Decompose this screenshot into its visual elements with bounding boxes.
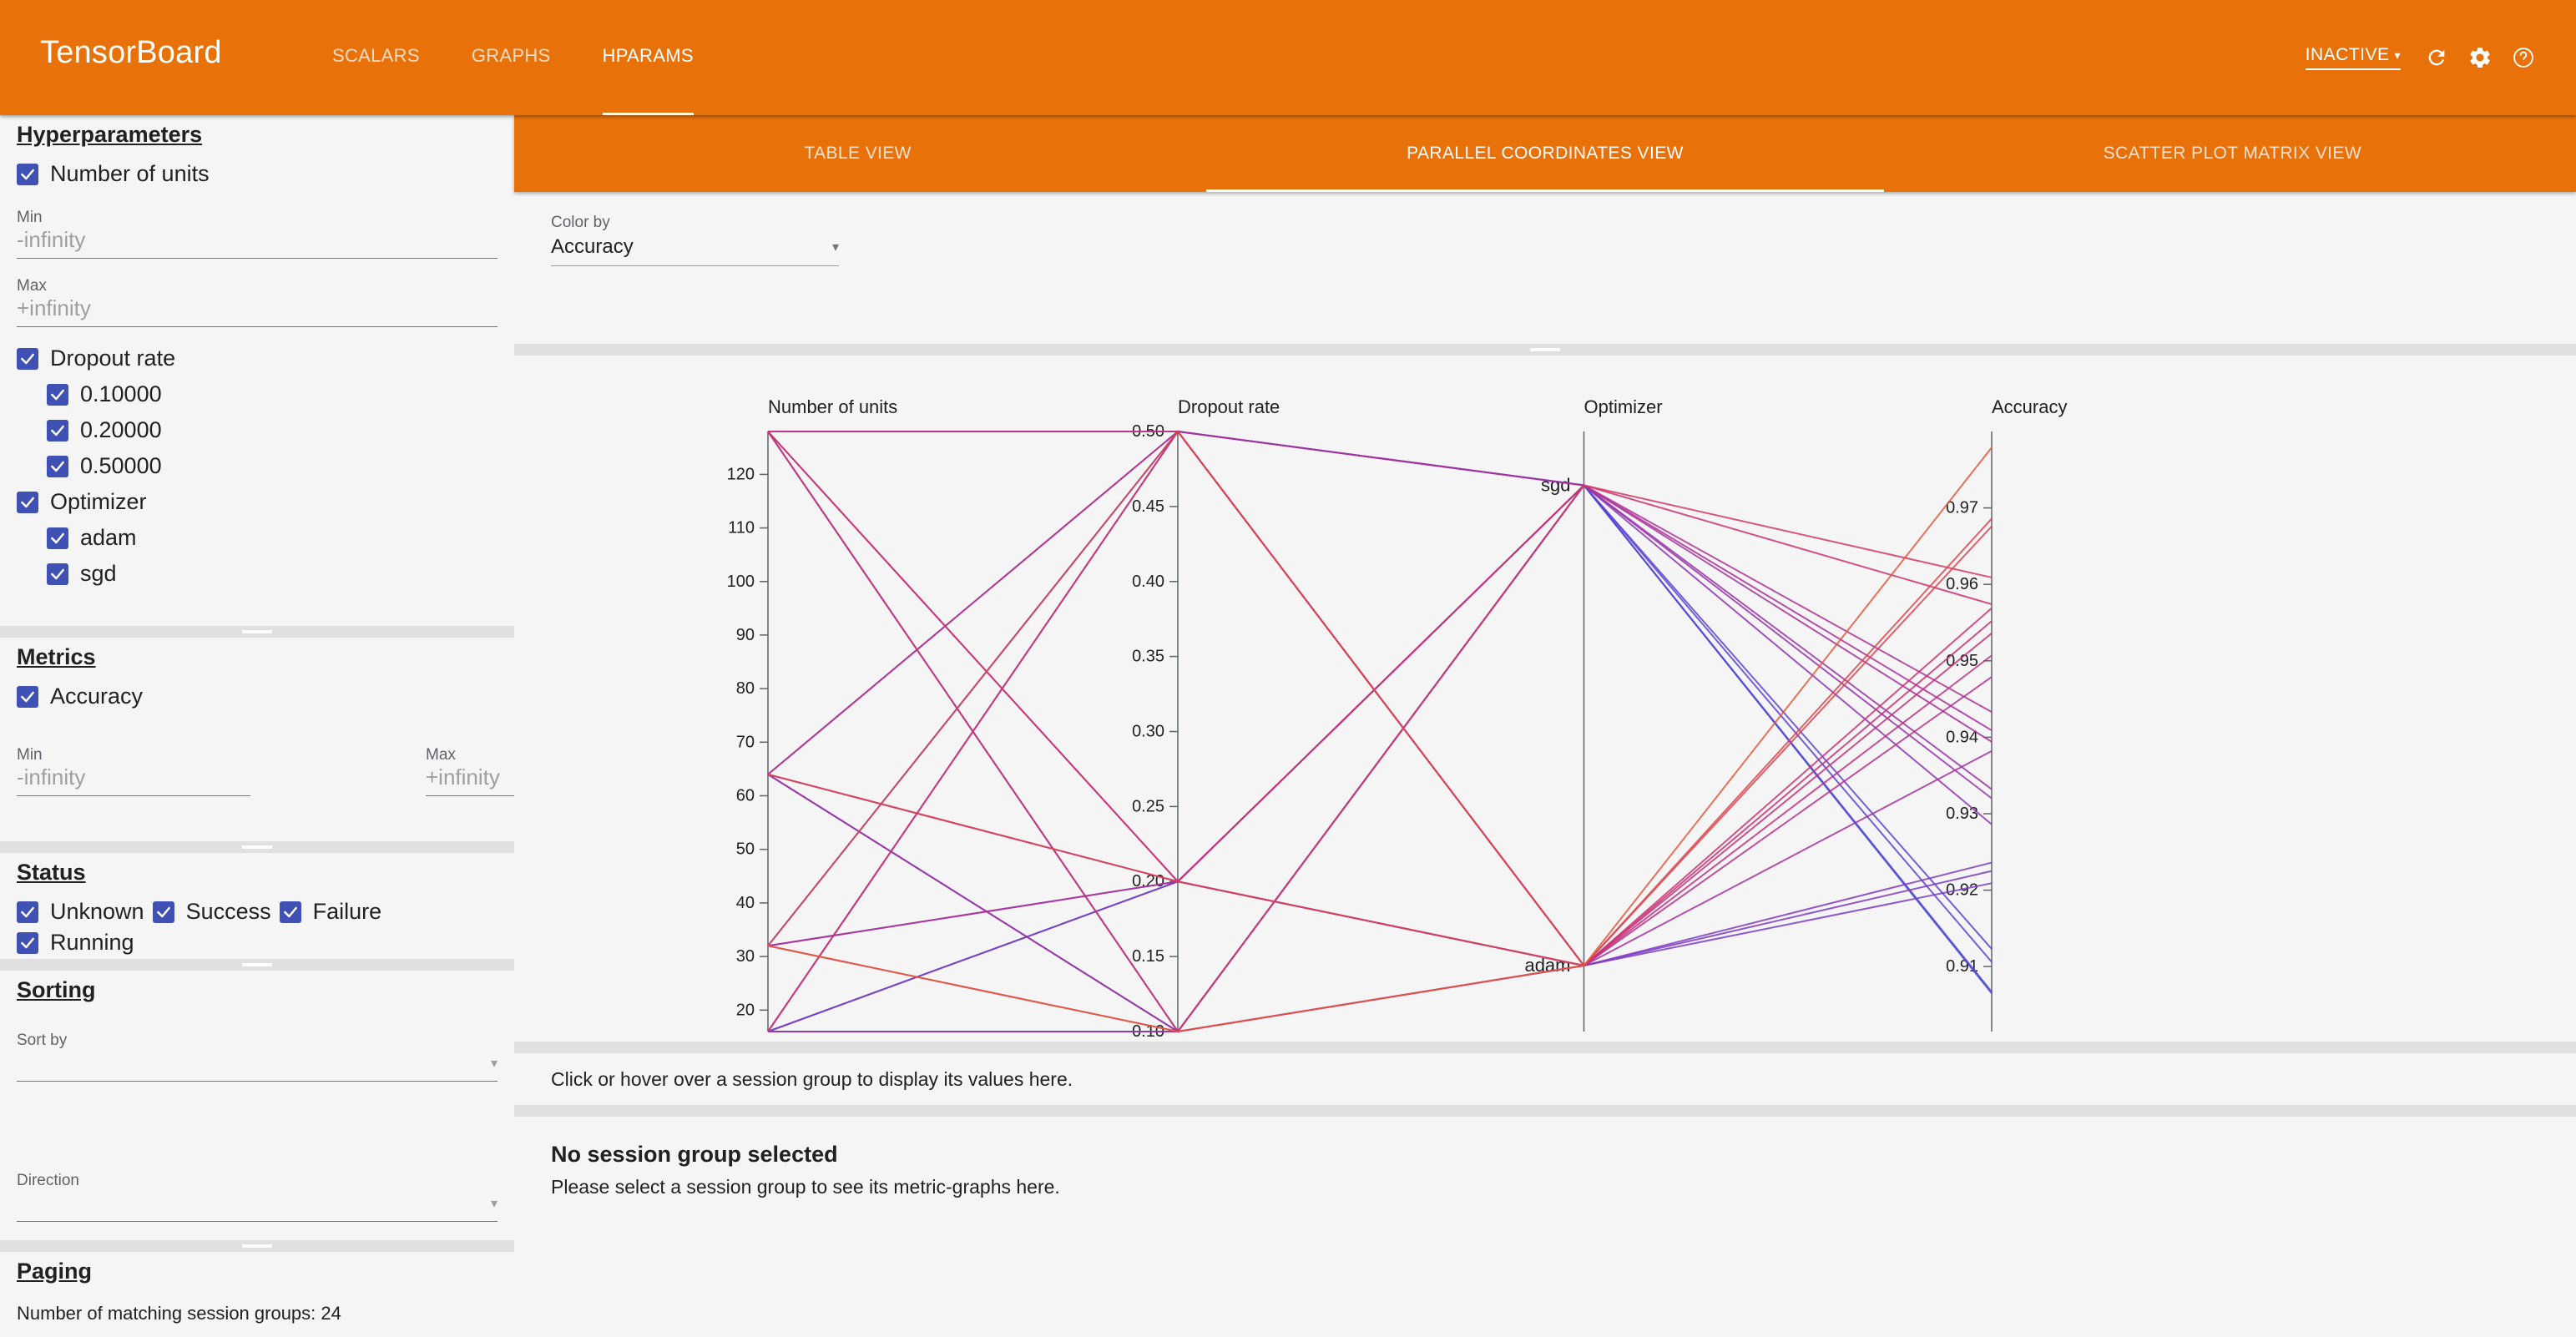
svg-text:Dropout rate: Dropout rate xyxy=(1178,396,1280,417)
svg-text:Optimizer: Optimizer xyxy=(1584,396,1663,417)
svg-text:40: 40 xyxy=(736,894,755,912)
svg-text:70: 70 xyxy=(736,733,755,751)
svg-text:80: 80 xyxy=(736,679,755,698)
svg-text:110: 110 xyxy=(728,519,755,537)
svg-text:0.91: 0.91 xyxy=(1946,957,1978,976)
svg-text:50: 50 xyxy=(736,840,755,859)
svg-text:0.92: 0.92 xyxy=(1946,881,1978,900)
svg-text:0.35: 0.35 xyxy=(1132,648,1164,666)
svg-text:60: 60 xyxy=(736,787,755,805)
svg-text:0.15: 0.15 xyxy=(1132,947,1164,966)
svg-text:120: 120 xyxy=(727,465,755,483)
svg-text:100: 100 xyxy=(727,573,755,591)
svg-text:sgd: sgd xyxy=(1541,475,1570,496)
svg-text:Number of units: Number of units xyxy=(768,396,897,417)
svg-text:0.45: 0.45 xyxy=(1132,497,1164,516)
svg-text:20: 20 xyxy=(736,1001,755,1019)
svg-text:0.93: 0.93 xyxy=(1946,805,1978,823)
svg-text:0.30: 0.30 xyxy=(1132,723,1164,741)
svg-text:90: 90 xyxy=(736,626,755,644)
svg-text:0.96: 0.96 xyxy=(1946,575,1978,593)
svg-text:Accuracy: Accuracy xyxy=(1992,396,2067,417)
svg-text:0.97: 0.97 xyxy=(1946,499,1978,517)
svg-text:0.40: 0.40 xyxy=(1132,573,1164,591)
svg-text:30: 30 xyxy=(736,947,755,966)
svg-text:0.25: 0.25 xyxy=(1132,797,1164,815)
